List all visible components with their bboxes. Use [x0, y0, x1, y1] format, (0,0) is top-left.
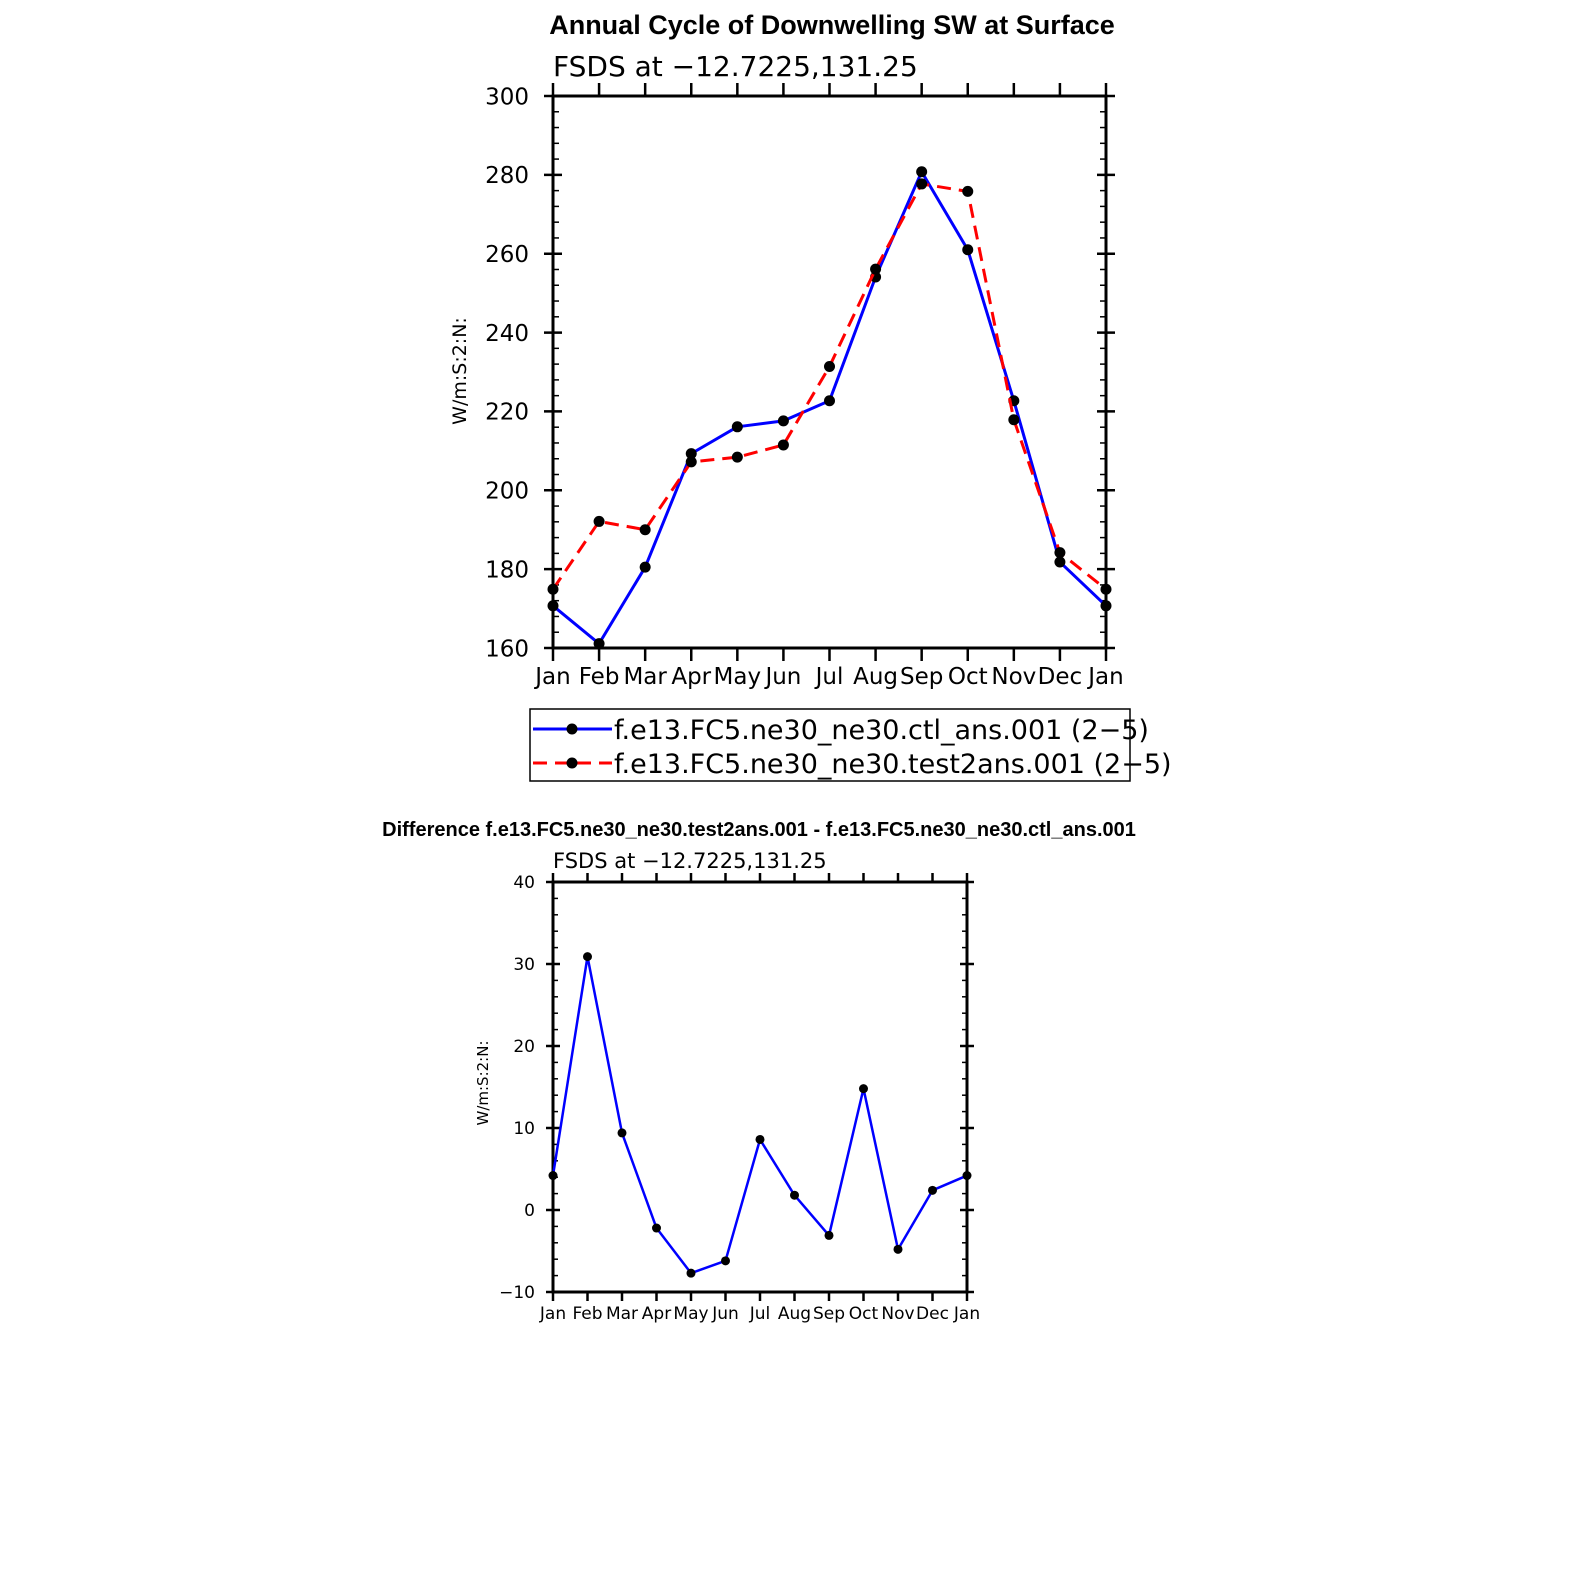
data-point — [686, 1268, 696, 1278]
y-tick-label: 30 — [513, 955, 535, 975]
data-point — [685, 448, 697, 460]
y-tick-label: 280 — [485, 163, 529, 189]
data-point — [547, 600, 559, 612]
x-tick-label: Sep — [900, 664, 943, 690]
data-point — [824, 1230, 834, 1240]
data-point — [962, 185, 974, 197]
data-point — [639, 561, 651, 573]
series-line-1 — [551, 182, 1107, 591]
x-tick-label: Jan — [953, 1304, 980, 1324]
x-tick-label: Aug — [853, 664, 898, 690]
x-tick-label: Jan — [1086, 664, 1123, 690]
data-point — [731, 451, 743, 463]
y-tick-label: 10 — [513, 1119, 535, 1139]
x-tick-label: Mar — [606, 1304, 638, 1324]
plot-frame — [551, 94, 1108, 650]
y-tick-label: −10 — [499, 1283, 535, 1303]
y-tick-label: 220 — [485, 400, 529, 426]
data-point — [916, 166, 928, 178]
chart-subtitle: FSDS at −12.7225,131.25 — [553, 849, 827, 873]
x-tick-label: Apr — [671, 664, 711, 690]
data-point — [962, 1171, 972, 1181]
data-point — [639, 524, 651, 536]
data-point — [548, 1171, 558, 1181]
y-tick-label: 160 — [485, 636, 529, 662]
x-tick-label: Nov — [881, 1304, 914, 1324]
data-point — [1008, 414, 1020, 426]
data-point — [755, 1134, 765, 1144]
plot-area: Jan Feb Mar Apr May Jun Jul Aug Sep Oct Nov Dec Jan1… — [485, 83, 1124, 690]
series-line-0 — [551, 955, 968, 1275]
data-point — [617, 1128, 627, 1138]
legend-label-ctl: f.e13.FC5.ne30_ne30.ctl_ans.001 (2−5) — [614, 715, 1149, 746]
plot-frame — [551, 880, 969, 1294]
chart-subtitle: FSDS at −12.7225,131.25 — [553, 50, 918, 83]
legend-marker-test — [566, 757, 578, 769]
x-tick-label: Dec — [916, 1304, 949, 1324]
plot-area: Jan Feb Mar Apr May Jun Jul Aug Sep Oct Nov Dec Jan−… — [499, 873, 980, 1324]
x-tick-label: Oct — [849, 1304, 879, 1324]
x-tick-label: Nov — [991, 664, 1036, 690]
y-tick-label: 260 — [485, 242, 529, 268]
data-point — [777, 439, 789, 451]
y-tick-label: 20 — [513, 1037, 535, 1057]
x-tick-label: Sep — [813, 1304, 845, 1324]
data-point — [893, 1244, 903, 1254]
chart-title: Annual Cycle of Downwelling SW at Surfac… — [549, 10, 1115, 40]
y-tick-label: 0 — [524, 1201, 535, 1221]
x-tick-label: May — [673, 1304, 708, 1324]
x-tick-label: Feb — [572, 1304, 602, 1324]
x-tick-label: Aug — [778, 1304, 811, 1324]
data-point — [777, 415, 789, 427]
x-tick-label: Feb — [579, 664, 620, 690]
x-tick-label: Mar — [623, 664, 667, 690]
x-tick-label: Jun — [763, 664, 801, 690]
legend-label-test: f.e13.FC5.ne30_ne30.test2ans.001 (2−5) — [614, 749, 1172, 780]
y-axis-label: W/m:S:2:N: — [474, 1041, 492, 1126]
data-point — [916, 178, 928, 190]
data-point — [928, 1185, 937, 1195]
x-tick-label: Oct — [948, 664, 988, 690]
x-tick-label: Jul — [814, 664, 844, 690]
difference-chart: Difference f.e13.FC5.ne30_ne30.test2ans.… — [382, 819, 1136, 1324]
data-point — [870, 263, 882, 275]
data-point — [1100, 583, 1112, 595]
legend-marker-ctl — [566, 723, 578, 735]
y-axis-label: W/m:S:2:N: — [449, 317, 471, 425]
data-point — [1054, 556, 1066, 568]
data-point — [824, 395, 835, 407]
x-tick-label: Jan — [539, 1304, 566, 1324]
data-point — [583, 952, 592, 962]
data-point — [593, 515, 605, 527]
y-tick-label: 300 — [485, 84, 529, 110]
chart-title: Difference f.e13.FC5.ne30_ne30.test2ans.… — [382, 819, 1136, 841]
y-tick-label: 240 — [485, 321, 529, 347]
data-point — [685, 456, 697, 468]
series-line-0 — [552, 170, 1108, 646]
data-point — [1054, 547, 1066, 559]
data-point — [1100, 600, 1112, 612]
data-point — [790, 1190, 799, 1200]
y-tick-label: 200 — [485, 479, 529, 505]
x-tick-label: Apr — [642, 1304, 671, 1324]
data-point — [731, 421, 743, 433]
data-point — [547, 583, 559, 595]
x-tick-label: Dec — [1038, 664, 1083, 690]
x-tick-label: May — [714, 664, 762, 690]
data-point — [962, 244, 974, 256]
legend: f.e13.FC5.ne30_ne30.ctl_ans.001 (2−5) f.… — [529, 708, 1172, 782]
annual-cycle-chart: Annual Cycle of Downwelling SW at Surfac… — [449, 10, 1172, 782]
y-tick-label: 180 — [485, 557, 529, 583]
x-tick-label: Jan — [533, 664, 570, 690]
data-point — [593, 638, 605, 650]
x-tick-label: Jun — [711, 1304, 739, 1324]
data-point — [652, 1223, 661, 1233]
x-tick-label: Jul — [749, 1304, 771, 1324]
y-tick-label: 40 — [513, 873, 535, 893]
legend-box — [529, 708, 1131, 782]
data-point — [859, 1084, 868, 1094]
data-point — [824, 360, 835, 372]
data-point — [721, 1256, 730, 1266]
